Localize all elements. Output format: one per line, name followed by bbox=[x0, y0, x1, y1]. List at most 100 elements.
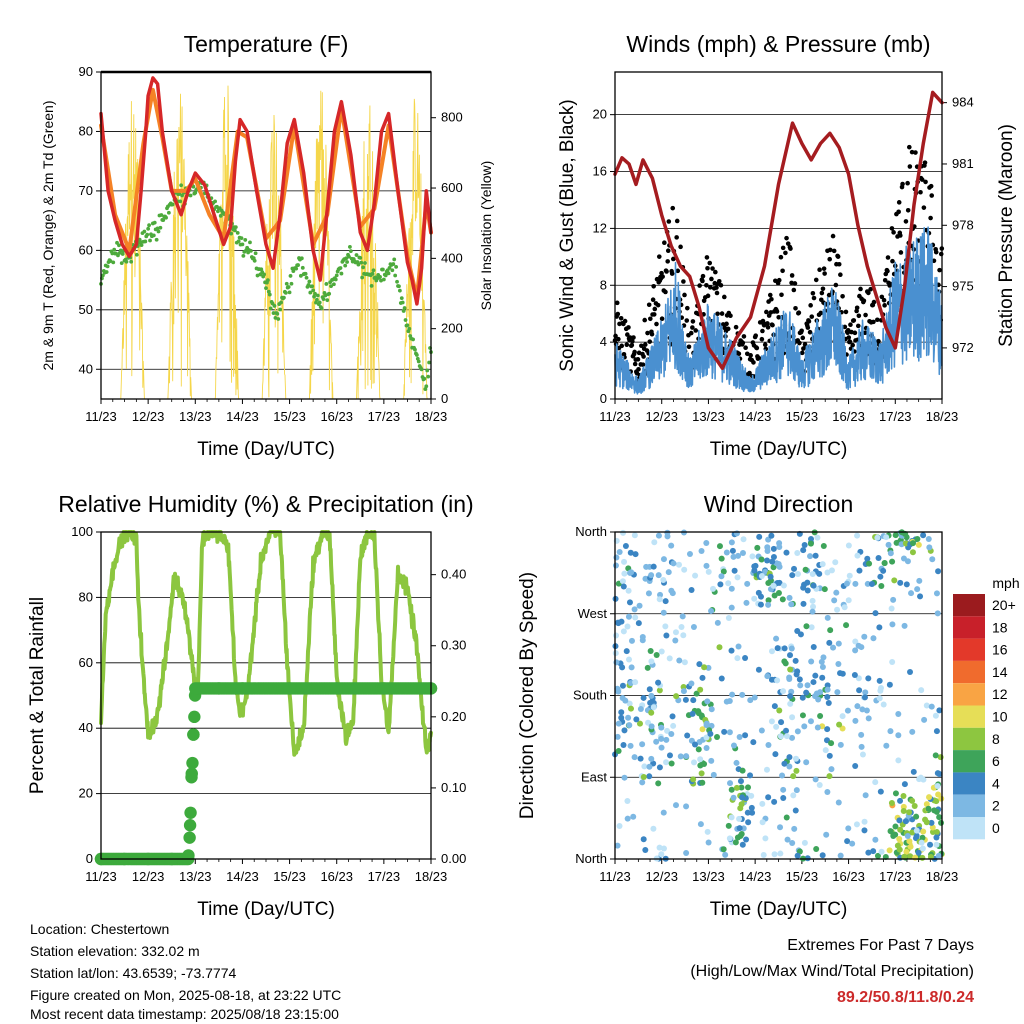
direction-point bbox=[793, 755, 800, 762]
gust-point bbox=[889, 226, 895, 231]
direction-point bbox=[794, 628, 801, 635]
direction-point bbox=[793, 787, 800, 794]
y-tick-label: North bbox=[575, 851, 607, 866]
dewpoint-point bbox=[146, 226, 151, 231]
direction-point bbox=[866, 560, 873, 567]
gust-point bbox=[776, 314, 781, 320]
precip-point bbox=[189, 682, 202, 695]
direction-point bbox=[933, 590, 940, 597]
direction-point bbox=[824, 789, 831, 796]
direction-point bbox=[628, 664, 635, 671]
direction-point bbox=[931, 807, 938, 814]
dewpoint-point bbox=[310, 284, 315, 289]
x-tick-label: 14/23 bbox=[226, 869, 259, 884]
direction-point bbox=[812, 776, 819, 783]
direction-point bbox=[791, 825, 798, 832]
direction-point bbox=[771, 798, 778, 805]
gust-point bbox=[817, 267, 822, 273]
colorbar-label: 16 bbox=[992, 642, 1008, 658]
direction-point bbox=[913, 832, 920, 839]
direction-point bbox=[619, 682, 626, 689]
dewpoint-point bbox=[272, 304, 277, 308]
dewpoint-point bbox=[266, 289, 271, 294]
gust-point bbox=[890, 258, 895, 264]
dewpoint-point bbox=[161, 218, 166, 222]
direction-point bbox=[852, 638, 859, 645]
dewpoint-point bbox=[311, 288, 316, 293]
direction-point bbox=[909, 797, 916, 804]
direction-point bbox=[858, 731, 865, 738]
gust-point bbox=[710, 266, 715, 271]
direction-point bbox=[613, 659, 620, 666]
gust-point bbox=[833, 282, 839, 288]
direction-point bbox=[861, 827, 868, 834]
gust-point bbox=[809, 314, 815, 319]
gust-point bbox=[805, 325, 811, 330]
x-tick-label: 13/23 bbox=[692, 869, 725, 884]
x-tick-label: 16/23 bbox=[832, 869, 865, 884]
dewpoint-point bbox=[345, 260, 349, 264]
gust-point bbox=[851, 318, 857, 323]
direction-point bbox=[910, 768, 917, 775]
direction-point bbox=[933, 841, 940, 848]
dewpoint-point bbox=[120, 252, 125, 256]
y2-tick-label: 984 bbox=[952, 95, 974, 110]
direction-point bbox=[900, 555, 907, 562]
direction-point bbox=[744, 580, 751, 587]
dewpoint-point bbox=[229, 231, 234, 236]
dewpoint-point bbox=[348, 249, 353, 254]
dewpoint-point bbox=[177, 192, 182, 196]
dewpoint-point bbox=[249, 248, 253, 253]
dewpoint-point bbox=[334, 273, 339, 278]
direction-point bbox=[655, 780, 662, 787]
direction-point bbox=[650, 704, 657, 711]
gust-point bbox=[891, 230, 896, 235]
colorbar-swatch bbox=[953, 817, 985, 840]
direction-point bbox=[624, 798, 631, 805]
direction-point bbox=[803, 623, 810, 630]
direction-point bbox=[653, 652, 660, 659]
direction-point bbox=[764, 673, 771, 680]
x-axis-label: Time (Day/UTC) bbox=[710, 439, 848, 460]
direction-point bbox=[872, 836, 879, 843]
direction-point bbox=[612, 650, 619, 657]
direction-point bbox=[801, 542, 808, 549]
direction-point bbox=[733, 784, 740, 791]
direction-point bbox=[632, 551, 639, 558]
direction-point bbox=[912, 854, 919, 861]
direction-point bbox=[868, 581, 875, 588]
direction-point bbox=[733, 530, 740, 537]
gust-point bbox=[808, 303, 813, 308]
series-relative-humidity bbox=[99, 530, 433, 757]
direction-point bbox=[836, 721, 843, 728]
gust-point bbox=[704, 255, 710, 260]
x-tick-label: 13/23 bbox=[179, 409, 212, 424]
direction-point bbox=[680, 632, 687, 639]
y-tick-label: North bbox=[575, 524, 607, 539]
direction-point bbox=[897, 579, 904, 586]
created-text: Figure created on Mon, 2025-08-18, at 23… bbox=[30, 987, 342, 1003]
direction-point bbox=[839, 725, 846, 732]
direction-point bbox=[615, 720, 622, 727]
dewpoint-point bbox=[411, 337, 415, 342]
dewpoint-point bbox=[110, 251, 115, 256]
gust-point bbox=[650, 297, 656, 303]
gust-point bbox=[938, 251, 944, 257]
gust-point bbox=[740, 340, 746, 346]
direction-point bbox=[691, 759, 698, 766]
gust-point bbox=[769, 296, 774, 302]
gust-point bbox=[868, 286, 873, 292]
gust-point bbox=[665, 248, 671, 254]
direction-point bbox=[689, 710, 696, 717]
gust-point bbox=[675, 268, 681, 274]
direction-point bbox=[914, 586, 921, 593]
dewpoint-point bbox=[424, 384, 429, 389]
gust-point bbox=[866, 290, 871, 296]
x-tick-label: 15/23 bbox=[786, 409, 819, 424]
direction-point bbox=[881, 560, 888, 567]
dewpoint-point bbox=[117, 243, 121, 248]
chart-title: Relative Humidity (%) & Precipitation (i… bbox=[58, 491, 473, 517]
direction-point bbox=[820, 654, 827, 661]
gust-point bbox=[819, 290, 825, 296]
direction-point bbox=[835, 660, 842, 667]
